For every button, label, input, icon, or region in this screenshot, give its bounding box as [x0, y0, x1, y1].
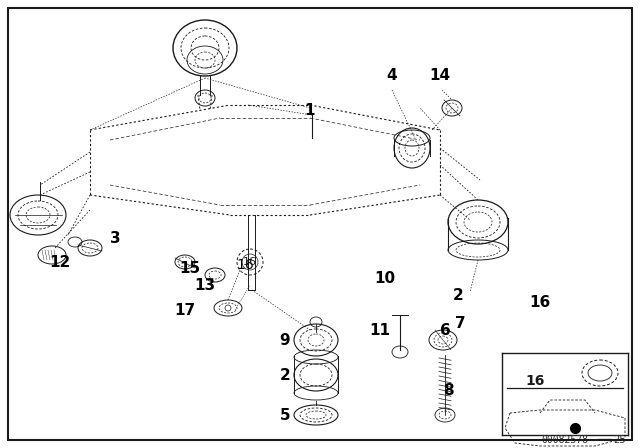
Text: 13: 13 [195, 277, 216, 293]
Text: 00082578: 00082578 [541, 435, 589, 445]
Text: 2: 2 [452, 288, 463, 302]
Text: 8: 8 [443, 383, 453, 397]
Text: 11: 11 [369, 323, 390, 337]
Text: 15: 15 [179, 260, 200, 276]
Text: 5: 5 [280, 408, 291, 422]
Text: 16: 16 [525, 374, 545, 388]
Text: 16: 16 [243, 257, 257, 267]
Text: 14: 14 [429, 68, 451, 82]
Text: 12: 12 [49, 254, 70, 270]
Text: 9: 9 [280, 332, 291, 348]
Text: 10: 10 [374, 271, 396, 285]
Text: 6: 6 [440, 323, 451, 337]
Text: 25: 25 [614, 435, 627, 445]
Text: 2: 2 [280, 367, 291, 383]
Text: 3: 3 [109, 231, 120, 246]
Text: 16: 16 [529, 294, 550, 310]
Text: 16: 16 [236, 258, 254, 272]
Text: 7: 7 [454, 315, 465, 331]
Text: 4: 4 [387, 68, 397, 82]
Text: 17: 17 [175, 302, 196, 318]
Text: 1: 1 [305, 103, 316, 117]
